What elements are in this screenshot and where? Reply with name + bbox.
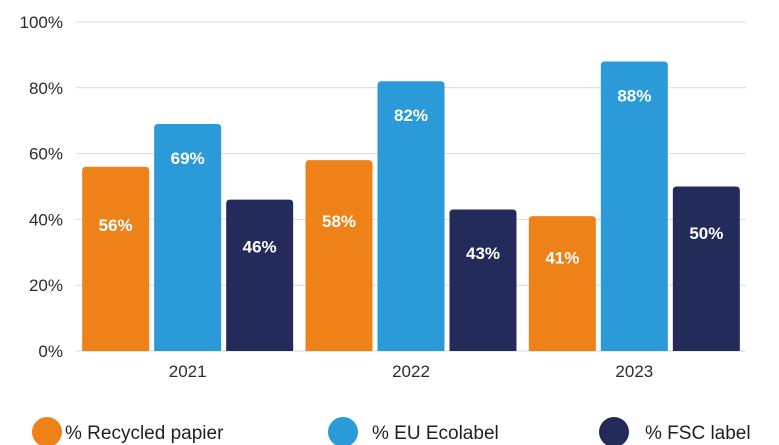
y-tick-label: 0% (38, 342, 63, 361)
bars: 56% 69% 46% 58% 82% 43% 41% 88% 50% (82, 61, 740, 352)
bar (154, 123, 222, 352)
legend-label: % Recycled papier (65, 423, 224, 444)
bar (82, 166, 150, 351)
bar (672, 186, 740, 351)
y-tick-label: 40% (29, 210, 63, 229)
bar-value-label: 46% (243, 238, 277, 257)
bar-value-label: 43% (466, 244, 500, 263)
legend-item: % FSC label (599, 417, 751, 445)
legend-swatch (328, 417, 358, 445)
bar-value-label: 50% (689, 224, 723, 243)
legend-swatch (599, 417, 629, 445)
bar-value-label: 58% (322, 212, 356, 231)
x-tick-label: 2023 (615, 362, 653, 381)
x-axis-tick-labels: 2021 2022 2023 (169, 362, 653, 381)
y-tick-label: 60% (29, 145, 63, 164)
bar (528, 216, 596, 351)
bar (305, 160, 373, 351)
bar-value-label: 69% (171, 149, 205, 168)
y-tick-label: 20% (29, 276, 63, 295)
y-tick-label: 80% (29, 79, 63, 98)
legend-item: % EU Ecolabel (328, 417, 499, 445)
legend-item: % Recycled papier (32, 417, 224, 445)
y-tick-label: 100% (20, 13, 63, 32)
x-tick-label: 2021 (169, 362, 207, 381)
bar-value-label: 41% (545, 248, 579, 267)
legend: % Recycled papier % EU Ecolabel % FSC labe… (32, 417, 751, 445)
bar-value-label: 56% (99, 216, 133, 235)
bar (377, 81, 445, 351)
legend-label: % EU Ecolabel (372, 423, 499, 444)
bar-value-label: 82% (394, 106, 428, 125)
x-tick-label: 2022 (392, 362, 430, 381)
legend-swatch (32, 417, 62, 445)
bar (600, 61, 668, 351)
legend-label: % FSC label (645, 423, 751, 444)
y-axis-tick-labels: 0% 20% 40% 60% 80% 100% (20, 13, 63, 361)
bar-value-label: 88% (617, 86, 651, 105)
bar (226, 199, 294, 351)
bar (449, 209, 517, 351)
